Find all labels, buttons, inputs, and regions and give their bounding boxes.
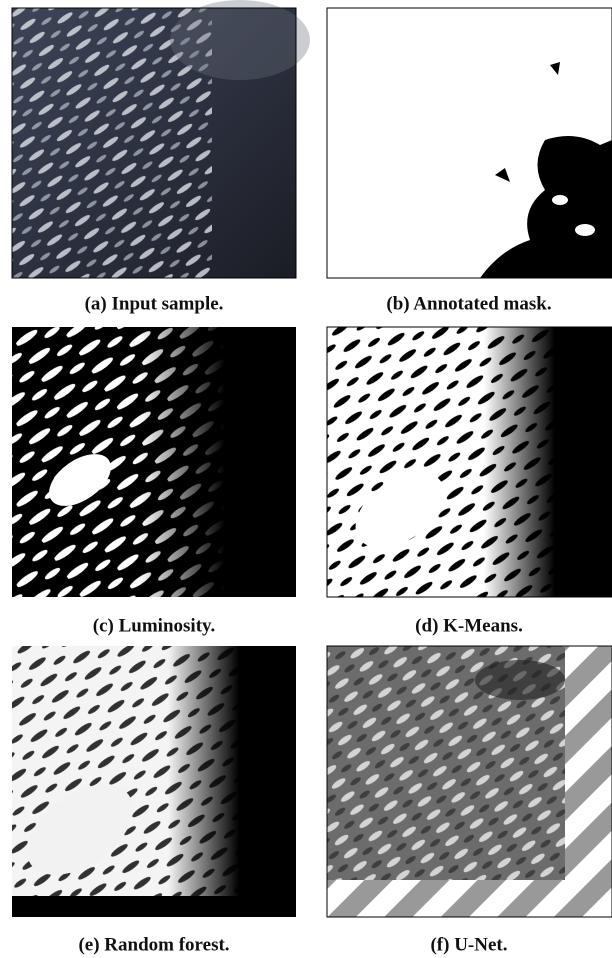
caption: (a) Input sample. [85, 293, 224, 314]
caption: (b) Annotated mask. [386, 293, 551, 314]
panel-input [12, 0, 310, 278]
panel-kmeans [327, 327, 612, 597]
caption: (f) U-Net. [430, 934, 507, 955]
figure: (a) Input sample. (b) Annotated mask. (c… [0, 0, 612, 958]
panel-unet [327, 646, 612, 917]
panel-luminosity [12, 327, 296, 597]
panel-mask [327, 8, 612, 278]
caption: (d) K-Means. [415, 615, 523, 636]
caption: (e) Random forest. [78, 934, 229, 955]
caption: (c) Luminosity. [93, 615, 215, 636]
panel-random-forest [11, 646, 296, 917]
